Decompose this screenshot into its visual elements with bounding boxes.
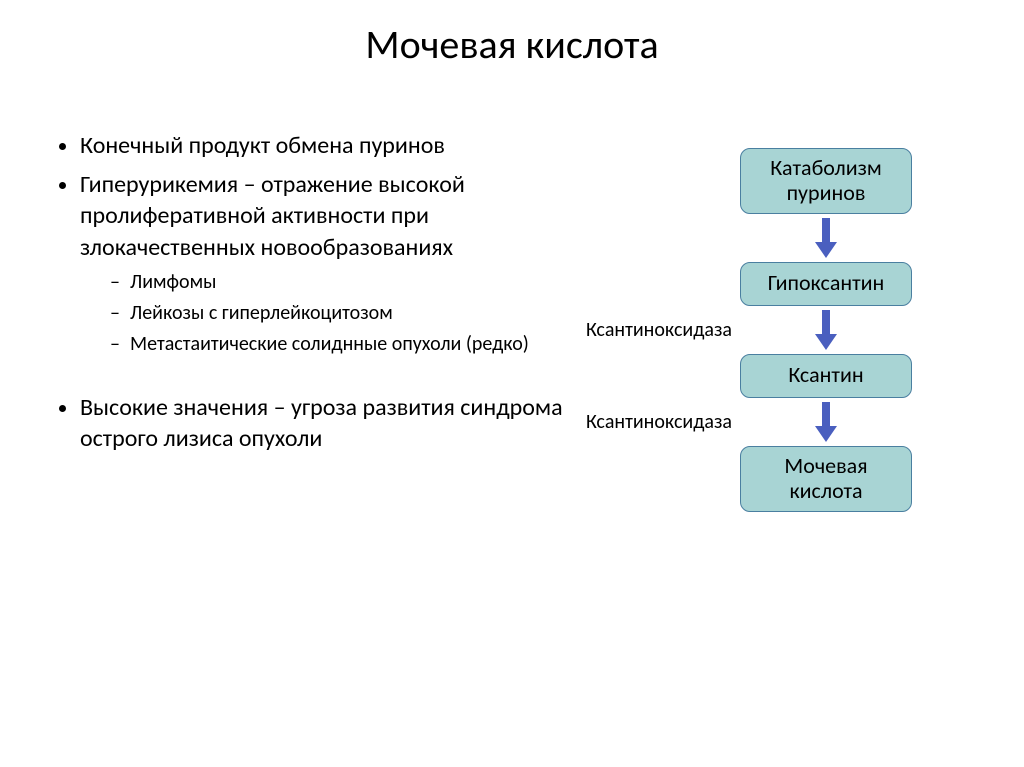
arrow-down-icon [811, 216, 841, 260]
bullet-text: Гиперурикемия – отражение высокой пролиф… [80, 170, 465, 261]
arrow-down-icon [811, 308, 841, 352]
flow-node-catabolism: Катаболизм пуринов [740, 148, 912, 214]
flow-node-uric-acid: Мочевая кислота [740, 446, 912, 512]
bullet-item: Гиперурикемия – отражение высокой пролиф… [80, 169, 570, 358]
text-column: Конечный продукт обмена пуринов Гиперури… [50, 130, 570, 462]
flow-node-xanthine: Ксантин [740, 354, 912, 398]
bullet-item: Конечный продукт обмена пуринов [80, 130, 570, 161]
enzyme-label: Ксантиноксидаза [586, 318, 732, 342]
arrow-head [815, 426, 837, 442]
flowchart: Катаболизм пуринов Гипоксантин Ксантинок… [600, 148, 1000, 512]
sub-item: Лимфомы [110, 269, 570, 296]
flow-arrow: Ксантиноксидаза [740, 306, 912, 354]
sub-item: Метастаитические солиднные опухоли (редк… [110, 331, 570, 358]
arrow-head [815, 242, 837, 258]
arrow-down-icon [811, 400, 841, 444]
slide: Мочевая кислота Конечный продукт обмена … [0, 0, 1024, 767]
arrow-head [815, 334, 837, 350]
bullet-list: Высокие значения – угроза развития синдр… [50, 392, 570, 454]
flow-arrow: Ксантиноксидаза [740, 398, 912, 446]
page-title: Мочевая кислота [0, 20, 1024, 69]
bullet-item: Высокие значения – угроза развития синдр… [80, 392, 570, 454]
bullet-list: Конечный продукт обмена пуринов Гиперури… [50, 130, 570, 358]
sub-list: Лимфомы Лейкозы с гиперлейкоцитозом Мета… [80, 269, 570, 358]
flow-node-hypoxanthine: Гипоксантин [740, 262, 912, 306]
flow-arrow [740, 214, 912, 262]
sub-item: Лейкозы с гиперлейкоцитозом [110, 300, 570, 327]
enzyme-label: Ксантиноксидаза [586, 410, 732, 434]
